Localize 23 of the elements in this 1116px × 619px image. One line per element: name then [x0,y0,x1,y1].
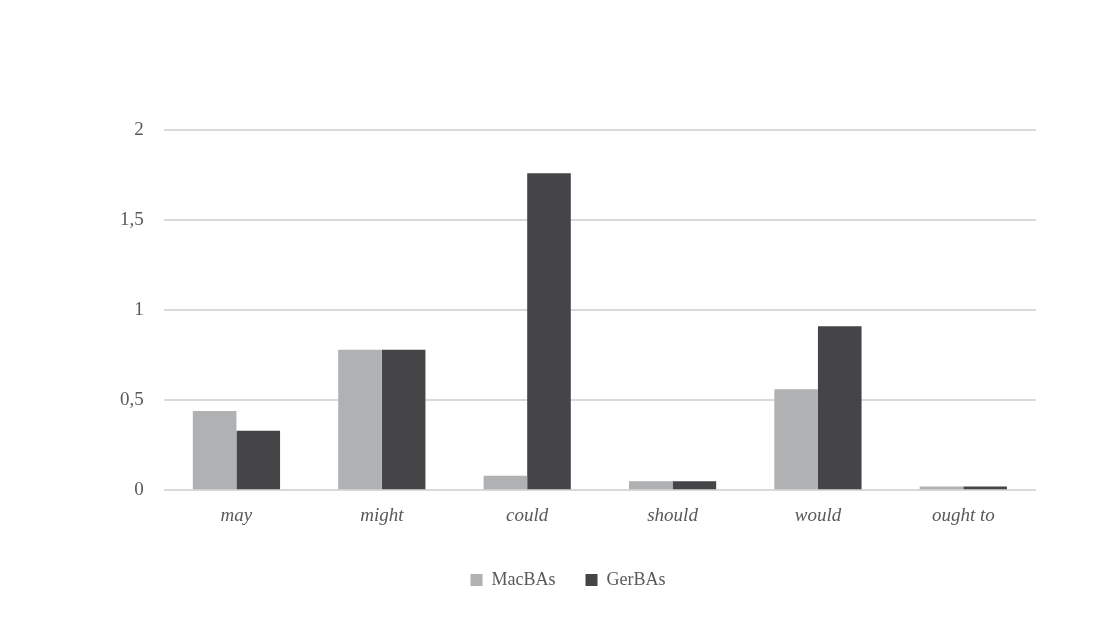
x-tick-label: could [506,503,549,525]
bar [672,481,717,490]
bar [774,389,818,490]
bar [192,410,237,490]
bar [381,349,426,490]
x-tick-label: should [647,503,699,525]
bar [236,430,281,490]
legend-label: GerBAs [606,568,666,589]
y-tick-label: 1,5 [120,208,144,230]
x-tick-label: would [794,503,842,525]
y-tick-label: 1 [134,298,144,320]
y-tick-label: 0 [134,478,144,500]
x-tick-label: might [360,503,405,525]
x-tick-label: may [220,503,253,525]
legend-label: MacBAs [491,568,556,589]
x-tick-label: ought to [931,503,995,525]
bar [527,173,571,490]
y-tick-label: 2 [134,117,144,139]
y-tick-label: 0,5 [120,388,144,410]
bar [817,326,862,490]
bar [338,349,382,490]
bar [628,481,673,490]
bar [483,475,528,490]
